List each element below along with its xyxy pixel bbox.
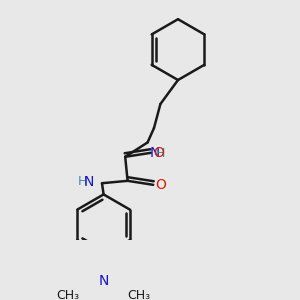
Text: N: N [150, 146, 160, 160]
Text: N: N [98, 274, 109, 288]
Text: H: H [156, 147, 165, 160]
Text: O: O [153, 146, 164, 160]
Text: CH₃: CH₃ [56, 289, 80, 300]
Text: N: N [84, 175, 94, 189]
Text: H: H [78, 175, 88, 188]
Text: CH₃: CH₃ [128, 289, 151, 300]
Text: O: O [156, 178, 167, 192]
